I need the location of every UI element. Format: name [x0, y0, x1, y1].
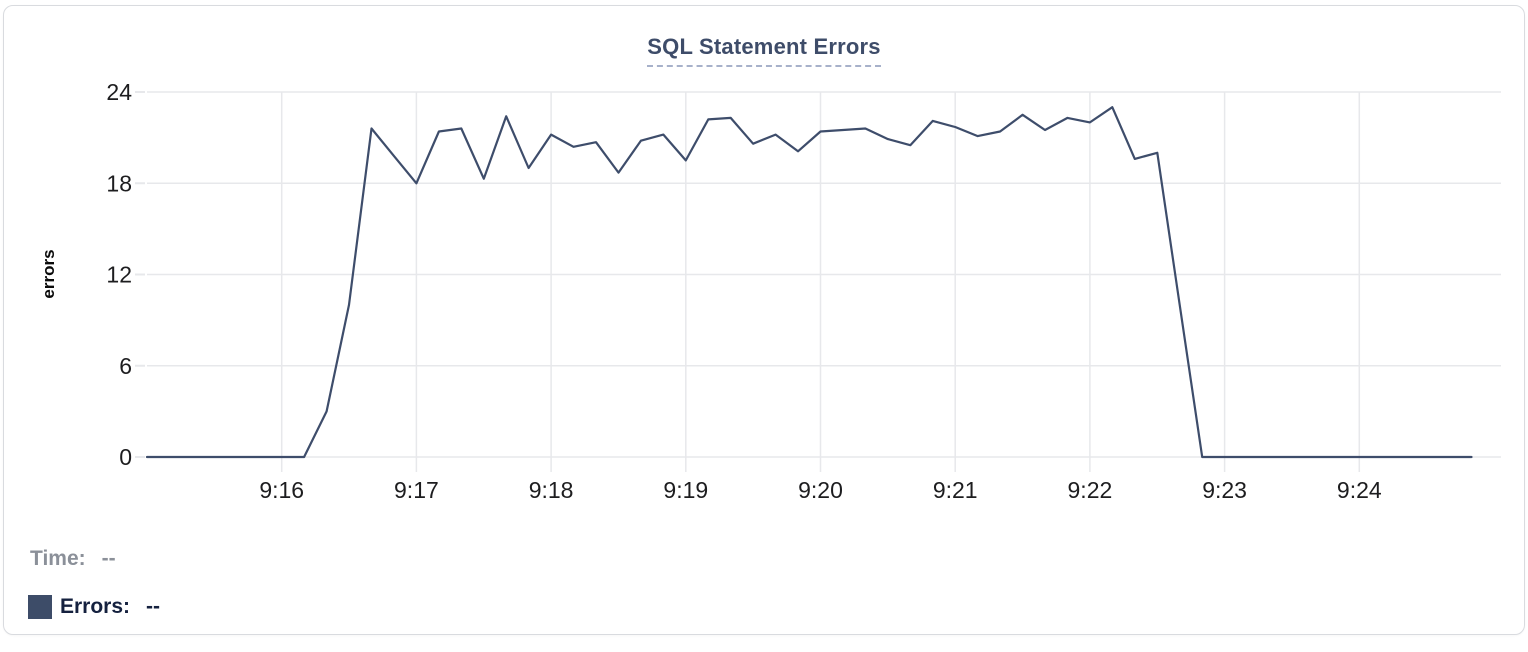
y-tick-label: 6	[119, 353, 132, 379]
x-tick-label: 9:18	[529, 477, 574, 503]
hover-readout-errors: Errors: --	[28, 595, 160, 619]
x-tick-label: 9:19	[663, 477, 708, 503]
chart-title-wrap: SQL Statement Errors	[4, 34, 1524, 67]
y-tick-label: 0	[119, 444, 132, 470]
chart-card: 0 6 12 18 24 9:16 9:17 9:18 9:19 9:20 9:21 9:22 9:23…	[3, 5, 1525, 635]
time-value: --	[101, 547, 116, 570]
errors-series-line	[145, 106, 1473, 459]
y-axis-title: errors	[39, 249, 58, 298]
chart-title[interactable]: SQL Statement Errors	[647, 34, 881, 67]
x-tick-label: 9:17	[394, 477, 439, 503]
x-tick-label: 9:16	[259, 477, 304, 503]
x-tick-label: 9:23	[1202, 477, 1247, 503]
errors-series-swatch	[28, 595, 52, 619]
errors-line-chart[interactable]: 0 6 12 18 24 9:16 9:17 9:18 9:19 9:20 9:21 9:22 9:23…	[4, 6, 1528, 516]
hover-readout-time: Time: --	[30, 547, 116, 571]
x-tick-label: 9:20	[798, 477, 843, 503]
y-tick-label: 24	[106, 79, 132, 105]
x-tick-label: 9:21	[933, 477, 978, 503]
x-tick-label: 9:24	[1337, 477, 1382, 503]
y-tick-label: 18	[106, 170, 132, 196]
errors-label: Errors:	[60, 595, 131, 618]
errors-value: --	[146, 595, 161, 618]
x-tick-label: 9:22	[1068, 477, 1113, 503]
y-tick-label: 12	[106, 262, 132, 288]
time-label: Time:	[30, 547, 86, 570]
